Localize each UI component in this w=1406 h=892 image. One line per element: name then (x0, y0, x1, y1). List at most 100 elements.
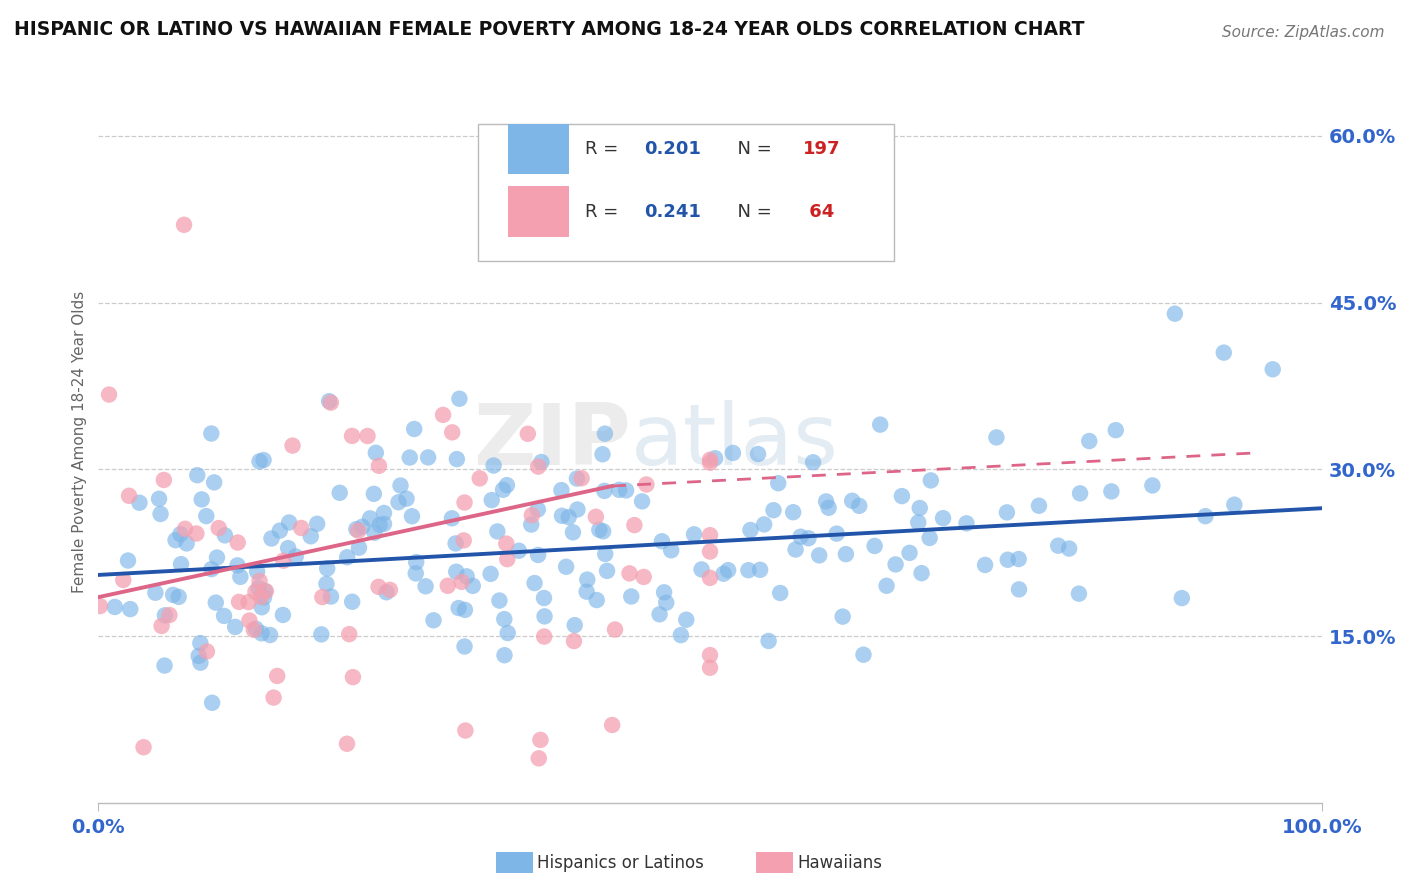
Point (1057, 541, 1080, 556)
Point (165, 533, 187, 548)
Point (863, 539, 886, 553)
Point (1099, 484, 1122, 499)
Point (229, 570, 252, 584)
Point (316, 561, 339, 575)
Point (266, 669, 288, 683)
Point (789, 530, 811, 544)
Point (575, 584, 598, 599)
Point (699, 571, 721, 585)
Point (683, 527, 706, 541)
Point (174, 522, 197, 536)
Point (910, 566, 932, 581)
Text: ZIP: ZIP (472, 400, 630, 483)
Point (315, 577, 337, 591)
Point (655, 596, 678, 610)
Point (245, 585, 267, 599)
Point (603, 623, 626, 637)
Point (368, 458, 391, 473)
Point (247, 581, 270, 595)
Point (835, 547, 858, 561)
FancyBboxPatch shape (508, 124, 569, 174)
Point (238, 595, 260, 609)
Point (356, 429, 378, 443)
FancyBboxPatch shape (478, 124, 894, 260)
Point (117, 553, 139, 567)
Point (825, 526, 848, 541)
Point (176, 536, 198, 550)
Point (453, 640, 475, 654)
Point (246, 565, 269, 579)
Point (169, 527, 191, 541)
Point (150, 619, 173, 633)
Point (533, 591, 555, 605)
Point (737, 563, 759, 577)
Point (226, 558, 249, 573)
Point (1261, 362, 1284, 376)
Point (432, 408, 454, 422)
Point (307, 516, 329, 531)
Point (496, 552, 519, 566)
Point (740, 523, 762, 537)
Point (173, 218, 195, 232)
Point (120, 602, 142, 616)
Point (619, 566, 641, 581)
Point (337, 627, 360, 641)
Point (187, 648, 209, 663)
Point (368, 517, 391, 532)
Point (561, 525, 583, 540)
Point (259, 628, 281, 642)
Point (446, 452, 468, 467)
Point (299, 529, 322, 543)
Point (576, 573, 599, 587)
Point (651, 534, 673, 549)
Text: 197: 197 (803, 140, 841, 158)
Point (997, 553, 1019, 567)
Point (153, 608, 176, 623)
Point (250, 626, 273, 640)
Point (311, 627, 333, 641)
Text: Hawaiians: Hawaiians (797, 854, 882, 871)
Point (245, 622, 267, 636)
Point (200, 562, 222, 576)
Point (1223, 498, 1246, 512)
Point (592, 524, 614, 539)
Point (593, 547, 616, 561)
Point (363, 487, 385, 501)
Point (188, 636, 211, 650)
Point (782, 505, 804, 519)
Point (336, 550, 359, 565)
Point (920, 474, 942, 488)
Point (395, 491, 418, 506)
Point (699, 648, 721, 662)
Point (1008, 552, 1031, 566)
Point (533, 609, 555, 624)
Point (153, 658, 176, 673)
Point (571, 471, 593, 485)
Point (1171, 591, 1194, 606)
Point (550, 483, 572, 497)
Point (290, 521, 312, 535)
Point (699, 456, 721, 470)
Point (1028, 499, 1050, 513)
Point (852, 648, 875, 662)
Point (375, 585, 398, 599)
Point (488, 593, 510, 607)
Point (201, 696, 224, 710)
Point (808, 549, 831, 563)
Point (260, 532, 283, 546)
Point (148, 491, 170, 506)
Point (588, 523, 610, 537)
Point (352, 519, 374, 533)
Point (529, 732, 551, 747)
Point (817, 500, 839, 515)
Point (492, 483, 515, 497)
Point (205, 550, 228, 565)
Point (884, 558, 907, 572)
Point (769, 586, 792, 600)
Point (454, 723, 477, 738)
Point (797, 531, 820, 545)
Point (869, 417, 891, 432)
Point (454, 603, 477, 617)
Point (132, 740, 155, 755)
Point (387, 495, 409, 509)
